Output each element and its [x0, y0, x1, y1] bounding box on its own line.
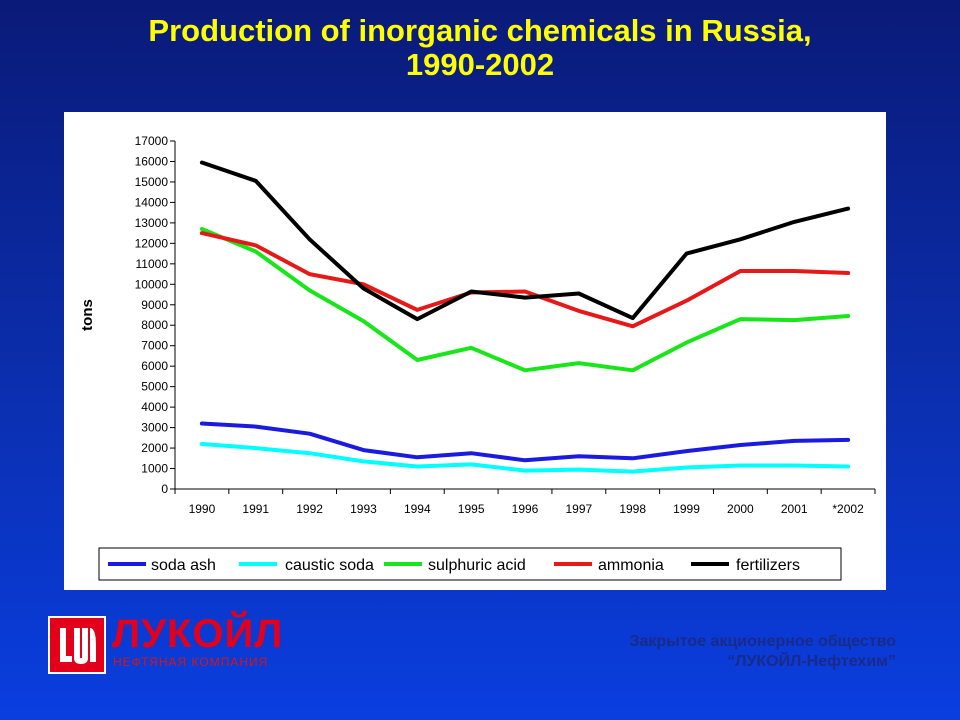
y-tick-label: 3000	[141, 421, 168, 435]
y-tick-label: 16000	[135, 154, 169, 168]
y-tick-label: 14000	[135, 195, 169, 209]
lukoil-logo-mark	[48, 616, 106, 674]
series-line-fertilizers	[199, 160, 851, 322]
series-line-caustic-soda	[199, 442, 851, 474]
y-axis-label: tons	[79, 299, 96, 331]
y-tick-label: 5000	[141, 380, 168, 394]
x-tick-label: 1996	[512, 502, 539, 516]
y-tick-label: 4000	[141, 400, 168, 414]
legend-label: sulphuric acid	[428, 557, 526, 574]
company-line-1: Закрытое акционерное общество	[629, 633, 896, 650]
x-tick-label: 1998	[619, 502, 646, 516]
y-tick-label: 13000	[135, 216, 169, 230]
y-tick-label: 17000	[135, 134, 169, 148]
x-tick-label: 1995	[458, 502, 485, 516]
y-tick-label: 8000	[141, 318, 168, 332]
x-tick-label: 1992	[296, 502, 323, 516]
y-tick-label: 15000	[135, 175, 169, 189]
company-line-2: “ЛУКОЙЛ-Нефтехим”	[727, 653, 896, 670]
x-tick-label: 1997	[565, 502, 592, 516]
series-line-soda-ash	[199, 421, 851, 463]
y-tick-label: 1000	[141, 462, 168, 476]
y-tick-label: 11000	[136, 257, 169, 271]
x-tick-label: 1993	[350, 502, 377, 516]
y-tick-label: 12000	[135, 236, 169, 250]
series-line-ammonia	[199, 231, 851, 329]
y-tick-label: 9000	[141, 298, 168, 312]
chart-panel: 0 1000 2000 3000 4000 5000 6000 7000 8000 9000 100…	[64, 112, 886, 590]
logo-subtitle: НЕФТЯНАЯ КОМПАНИЯ	[113, 655, 269, 669]
x-tick-label: 2000	[727, 502, 754, 516]
page-title: Production of inorganic chemicals in Rus…	[0, 14, 960, 82]
y-tick-label: 2000	[141, 441, 168, 455]
y-tick-label: 7000	[141, 339, 168, 353]
x-tick-label: 2001	[781, 502, 808, 516]
company-name: Закрытое акционерное общество “ЛУКОЙЛ-Не…	[629, 632, 896, 672]
x-tick-label: 1999	[673, 502, 700, 516]
title-line-2: 1990-2002	[405, 47, 555, 82]
title-line-1: Production of inorganic chemicals in Rus…	[148, 13, 812, 48]
logo-wordmark: ЛУКОЙЛ	[112, 612, 284, 656]
legend-label: ammonia	[598, 557, 664, 574]
x-tick-label: 1991	[242, 502, 269, 516]
y-tick-label: 6000	[141, 359, 168, 373]
legend-label: caustic soda	[285, 557, 374, 574]
x-tick-label: 1994	[404, 502, 431, 516]
x-tick-label: *2002	[832, 502, 864, 516]
y-tick-label: 10000	[135, 277, 169, 291]
legend-label: fertilizers	[736, 557, 800, 574]
x-tick-label: 1990	[189, 502, 216, 516]
legend-label: soda ash	[151, 557, 216, 574]
y-tick-label: 0	[161, 482, 168, 496]
line-chart: 0 1000 2000 3000 4000 5000 6000 7000 8000 9000 100…	[79, 134, 876, 581]
series-line-sulphuric-acid	[199, 227, 851, 373]
